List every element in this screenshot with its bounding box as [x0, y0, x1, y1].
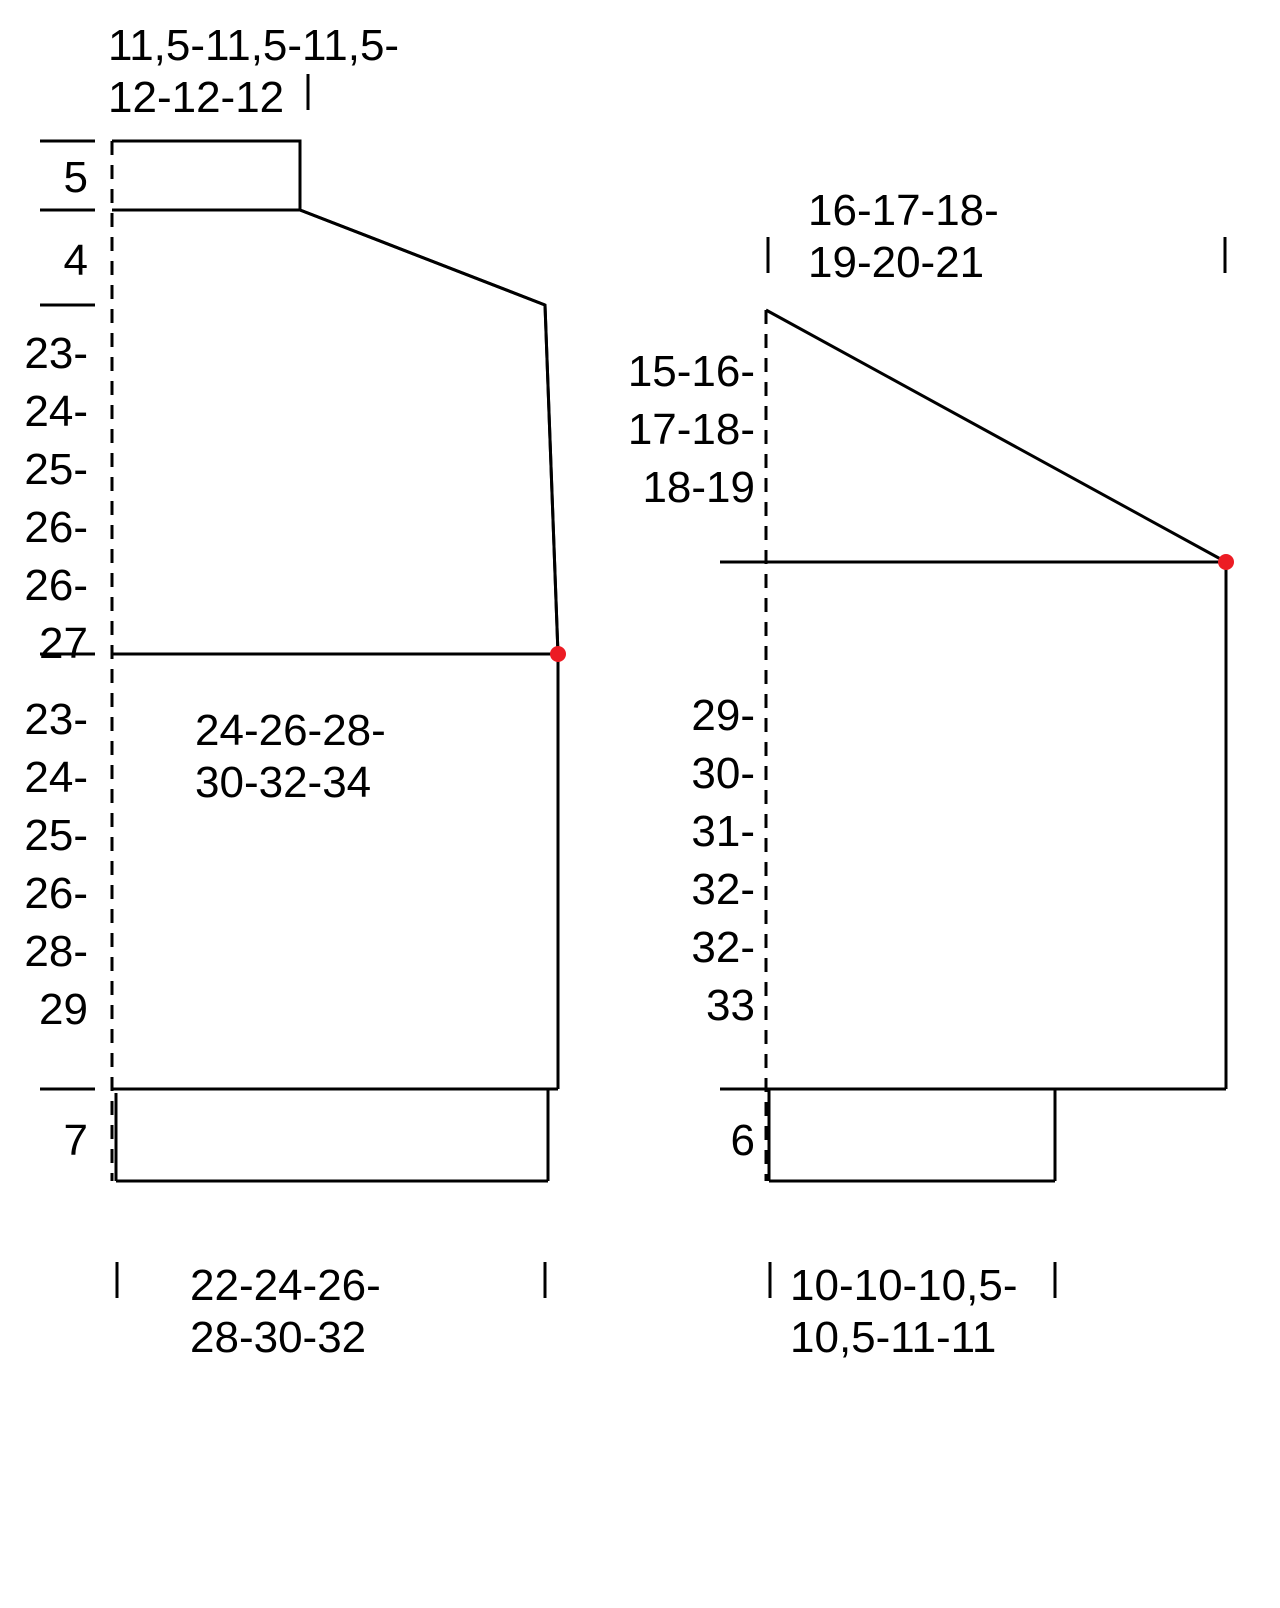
svg-text:10-10-10,5-: 10-10-10,5-	[790, 1261, 1017, 1310]
svg-text:16-17-18-: 16-17-18-	[808, 186, 999, 235]
svg-text:17-18-: 17-18-	[628, 405, 755, 454]
svg-text:29: 29	[39, 985, 88, 1034]
label-sleeve-cap-height: 15-16- 17-18- 18-19	[628, 347, 755, 512]
svg-text:27: 27	[39, 619, 88, 668]
svg-text:26-: 26-	[24, 869, 88, 918]
svg-text:30-: 30-	[691, 749, 755, 798]
svg-text:25-: 25-	[24, 811, 88, 860]
svg-text:19-20-21: 19-20-21	[808, 238, 984, 287]
svg-text:23-: 23-	[24, 329, 88, 378]
svg-text:32-: 32-	[691, 923, 755, 972]
svg-text:31-: 31-	[691, 807, 755, 856]
svg-text:29-: 29-	[691, 691, 755, 740]
svg-text:12-12-12: 12-12-12	[108, 73, 284, 122]
svg-text:24-26-28-: 24-26-28-	[195, 706, 386, 755]
svg-text:28-30-32: 28-30-32	[190, 1313, 366, 1362]
svg-text:24-: 24-	[24, 753, 88, 802]
pattern-schematic: 11,5-11,5-11,5-12-12-12 5 4 23- 24- 25- 26- 26-…	[0, 0, 1280, 1608]
label-shoulder-height: 4	[64, 236, 88, 285]
svg-text:23-: 23-	[24, 695, 88, 744]
body-underarm-marker	[550, 646, 566, 662]
svg-text:22-24-26-: 22-24-26-	[190, 1261, 381, 1310]
svg-text:11,5-11,5-11,5-: 11,5-11,5-11,5-	[108, 21, 399, 70]
svg-text:10,5-11-11: 10,5-11-11	[790, 1313, 996, 1362]
svg-text:32-: 32-	[691, 865, 755, 914]
svg-text:33: 33	[706, 981, 755, 1030]
svg-text:15-16-: 15-16-	[628, 347, 755, 396]
label-collar-height: 5	[64, 153, 88, 202]
label-cuff-height: 6	[731, 1116, 755, 1165]
svg-text:25-: 25-	[24, 445, 88, 494]
svg-text:26-: 26-	[24, 561, 88, 610]
svg-text:30-32-34: 30-32-34	[195, 758, 371, 807]
sleeve-underarm-marker	[1218, 554, 1234, 570]
svg-text:26-: 26-	[24, 503, 88, 552]
svg-text:24-: 24-	[24, 387, 88, 436]
svg-text:18-19: 18-19	[642, 463, 755, 512]
label-hem-height: 7	[64, 1116, 88, 1165]
svg-text:28-: 28-	[24, 927, 88, 976]
